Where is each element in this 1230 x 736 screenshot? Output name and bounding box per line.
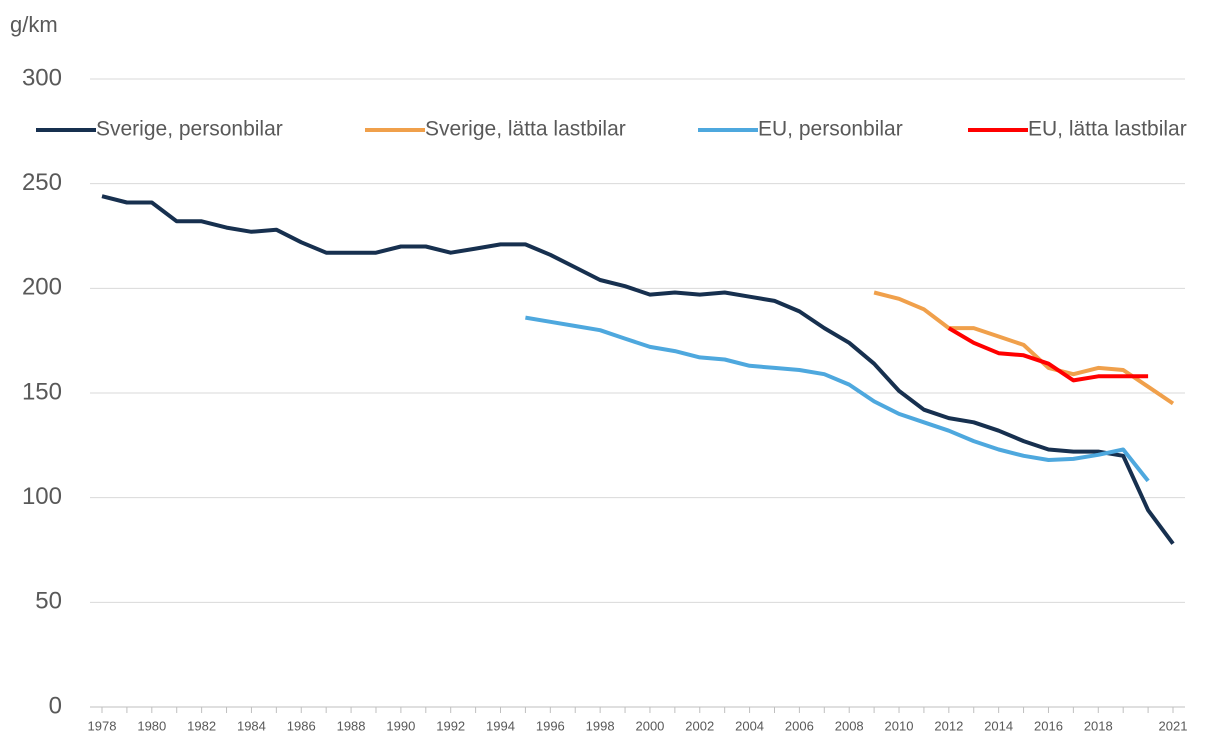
legend-label: EU, lätta lastbilar (1028, 118, 1187, 141)
x-tick-label: 2008 (835, 718, 864, 733)
x-tick-label: 1982 (187, 718, 216, 733)
x-tick-label: 2006 (785, 718, 814, 733)
x-tick-label: 1978 (88, 718, 117, 733)
x-tick-label: 2002 (685, 718, 714, 733)
y-tick-label: 150 (22, 378, 62, 405)
y-tick-label: 0 (49, 692, 62, 719)
y-tick-label: 200 (22, 274, 62, 301)
x-tick-label: 2018 (1084, 718, 1113, 733)
x-tick-label: 1998 (586, 718, 615, 733)
x-tick-label: 1984 (237, 718, 266, 733)
x-tick-label: 2016 (1034, 718, 1063, 733)
x-tick-label: 2000 (635, 718, 664, 733)
x-tick-label: 1996 (536, 718, 565, 733)
legend-label: Sverige, lätta lastbilar (425, 118, 626, 141)
x-tick-label: 2010 (885, 718, 914, 733)
y-tick-label: 300 (22, 64, 62, 91)
legend-label: Sverige, personbilar (96, 118, 283, 141)
x-tick-label: 1980 (137, 718, 166, 733)
line-series (873, 290, 1175, 406)
x-tick-label: 2012 (934, 718, 963, 733)
x-tick-label: 2004 (735, 718, 764, 733)
x-tick-label: 2021 (1159, 718, 1188, 733)
y-axis-label: g/km (10, 12, 58, 37)
x-tick-label: 1986 (287, 718, 316, 733)
x-tick-label: 1994 (486, 718, 515, 733)
x-tick-label: 1992 (436, 718, 465, 733)
x-tick-label: 1988 (337, 718, 366, 733)
legend-label: EU, personbilar (758, 118, 903, 141)
y-tick-label: 250 (22, 169, 62, 196)
x-tick-label: 1990 (386, 718, 415, 733)
line-series (101, 194, 1175, 545)
y-tick-label: 50 (35, 588, 62, 615)
line-series (525, 315, 1150, 483)
y-tick-label: 100 (22, 483, 62, 510)
line-series (947, 326, 1149, 383)
x-tick-label: 2014 (984, 718, 1013, 733)
